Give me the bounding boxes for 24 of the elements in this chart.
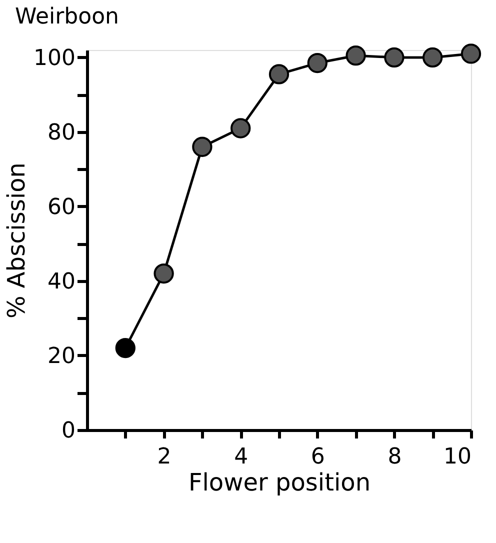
point bbox=[192, 136, 212, 157]
y-tick-label: 80 bbox=[48, 120, 76, 146]
point bbox=[460, 44, 482, 64]
x-tick-label: 4 bbox=[234, 444, 248, 470]
point bbox=[230, 118, 251, 138]
point bbox=[115, 338, 136, 358]
y-tick-label: 60 bbox=[48, 194, 76, 220]
x-tick-label: 8 bbox=[388, 444, 402, 470]
point bbox=[346, 46, 366, 66]
y-axis-title: % Abscission bbox=[2, 162, 31, 319]
x-axis-title: Flower position bbox=[188, 468, 371, 496]
point bbox=[384, 47, 404, 68]
point bbox=[307, 52, 328, 74]
chart-title: Weirboon bbox=[15, 4, 119, 30]
x-tick-label: 2 bbox=[157, 444, 172, 470]
point bbox=[268, 64, 290, 84]
x-tick-label: 6 bbox=[310, 444, 325, 470]
y-tick-label: 0 bbox=[62, 418, 76, 444]
y-tick-label: 20 bbox=[48, 344, 76, 369]
point bbox=[422, 47, 443, 68]
y-tick-label: 100 bbox=[34, 46, 76, 71]
point bbox=[154, 263, 174, 284]
y-tick-label: 40 bbox=[48, 269, 76, 294]
x-tick-label: 10 bbox=[444, 444, 472, 470]
